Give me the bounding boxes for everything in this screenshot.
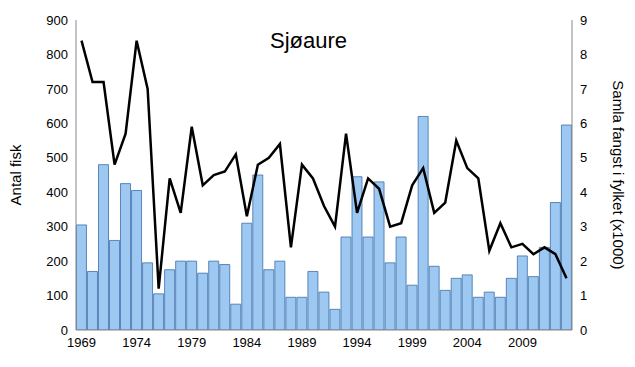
svg-text:2: 2 <box>580 254 587 269</box>
svg-text:1994: 1994 <box>343 335 372 350</box>
svg-text:9: 9 <box>580 13 587 28</box>
svg-text:400: 400 <box>46 185 68 200</box>
svg-text:1969: 1969 <box>67 335 96 350</box>
svg-text:1979: 1979 <box>177 335 206 350</box>
svg-text:7: 7 <box>580 82 587 97</box>
svg-text:6: 6 <box>580 116 587 131</box>
svg-text:600: 600 <box>46 116 68 131</box>
svg-text:300: 300 <box>46 219 68 234</box>
svg-text:8: 8 <box>580 47 587 62</box>
svg-text:0: 0 <box>61 323 68 338</box>
svg-text:1974: 1974 <box>122 335 151 350</box>
svg-text:1999: 1999 <box>398 335 427 350</box>
svg-text:4: 4 <box>580 185 587 200</box>
svg-text:1: 1 <box>580 288 587 303</box>
svg-text:5: 5 <box>580 150 587 165</box>
svg-text:2004: 2004 <box>453 335 482 350</box>
svg-text:100: 100 <box>46 288 68 303</box>
svg-text:900: 900 <box>46 13 68 28</box>
svg-text:Antal fisk: Antal fisk <box>8 144 24 205</box>
svg-text:2009: 2009 <box>508 335 537 350</box>
svg-text:200: 200 <box>46 254 68 269</box>
svg-text:1989: 1989 <box>287 335 316 350</box>
svg-text:0: 0 <box>580 323 587 338</box>
svg-text:700: 700 <box>46 82 68 97</box>
html-text:Sjøaure: Sjøaure <box>270 28 347 53</box>
svg-text:1984: 1984 <box>232 335 261 350</box>
svg-text:Samla fangst i fylket (x1000): Samla fangst i fylket (x1000) <box>610 80 627 269</box>
svg-text:500: 500 <box>46 150 68 165</box>
svg-text:3: 3 <box>580 219 587 234</box>
svg-text:800: 800 <box>46 47 68 62</box>
